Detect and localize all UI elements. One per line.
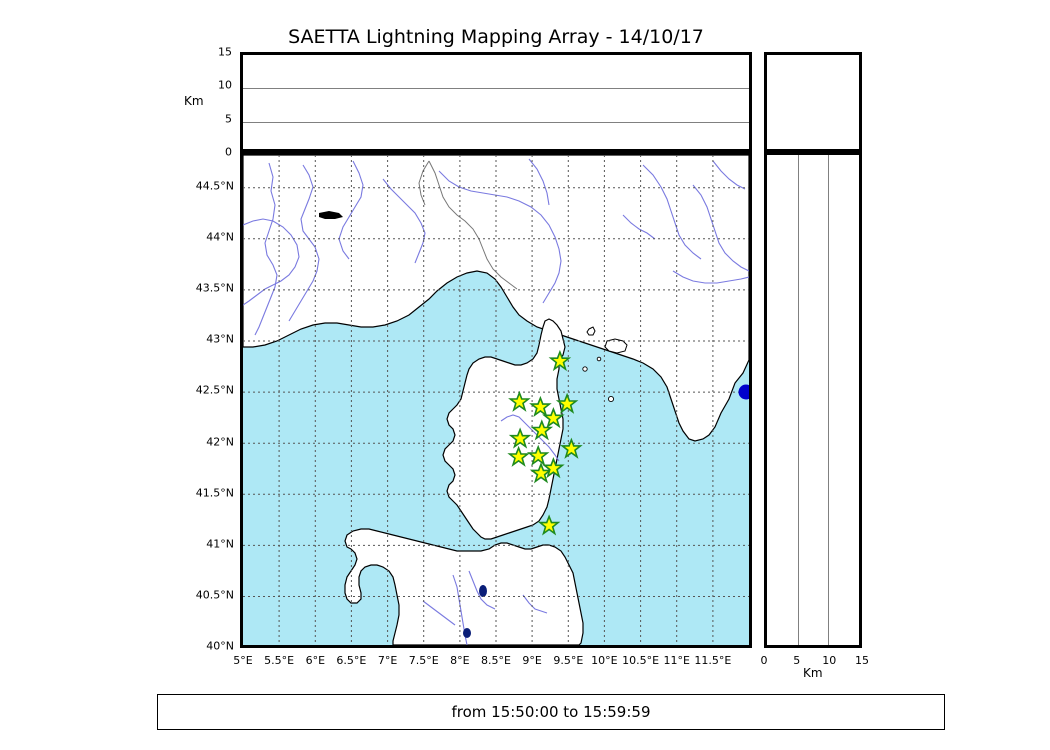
tick-lat-44.5: 44.5°N (195, 179, 234, 193)
river-arno (642, 164, 702, 260)
gridline-10km (243, 88, 749, 90)
river-branch-2 (672, 270, 749, 284)
time-range-box: from 15:50:00 to 15:59:59 (157, 694, 945, 730)
gridline-5km-vertical (797, 155, 799, 645)
tick-lon-11.5: 11.5°E (694, 654, 732, 667)
tick-lon-8.5: 8.5°E (481, 654, 511, 667)
tick-lat-43.5: 43.5°N (195, 281, 234, 295)
lake-sardinia-1 (479, 585, 487, 597)
altitude-longitude-panel (240, 52, 752, 152)
tick-right-5: 5 (793, 654, 801, 667)
tick-lat-44: 44°N (206, 230, 234, 244)
river-adige (528, 158, 550, 206)
tick-top-0: 0 (225, 145, 232, 159)
tick-lon-6: 6°E (305, 654, 326, 667)
river-sardinia-branch (468, 570, 496, 610)
capraia-island (586, 326, 596, 336)
tick-lon-8: 8°E (450, 654, 470, 667)
river-branch-1 (712, 160, 746, 190)
map-gridlines (243, 155, 749, 645)
top-panel-axis-label: Km (184, 94, 204, 108)
river-sardinia-west (422, 600, 456, 626)
tick-lat-42: 42°N (206, 435, 234, 448)
tick-top-5: 5 (225, 112, 232, 126)
gridline-5km (243, 121, 749, 123)
corner-panel (764, 52, 862, 152)
tick-lat-40: 40°N (206, 639, 234, 653)
small-island-2 (607, 395, 615, 403)
mainland-europe-landmass (243, 155, 749, 442)
right-panel-axis-label: Km (803, 666, 823, 680)
tick-lon-10: 10°E (591, 654, 618, 667)
river-branch-3 (622, 214, 656, 240)
tick-lon-5.5: 5.5°E (264, 654, 295, 667)
time-range-text: from 15:50:00 to 15:59:59 (451, 703, 651, 721)
map-panel[interactable] (240, 152, 752, 648)
lake-geneva (319, 211, 343, 219)
sardinia-landmass (344, 528, 584, 645)
small-island-1 (582, 366, 588, 372)
border-france-italy (428, 160, 518, 290)
tick-top-15: 15 (218, 45, 232, 59)
tick-right-10: 10 (822, 654, 837, 667)
lake-sardinia-2 (463, 628, 471, 638)
river-garonne (243, 218, 300, 306)
tick-right-0: 0 (760, 654, 768, 667)
tick-top-10: 10 (218, 78, 232, 92)
altitude-latitude-panel (764, 152, 862, 648)
tick-lon-7: 7°E (377, 654, 398, 667)
page-title: SAETTA Lightning Mapping Array - 14/10/1… (288, 26, 704, 48)
rivers-layer (243, 158, 749, 645)
tick-lat-43: 43°N (206, 332, 234, 346)
lakes-layer (319, 211, 487, 638)
source-dot (738, 384, 749, 400)
tick-lon-6.5: 6.5°E (336, 654, 367, 667)
river-corsica-golo (500, 414, 560, 462)
tick-lon-9: 9°E (522, 654, 542, 667)
border-france-switzerland (418, 160, 430, 206)
national-borders-layer (418, 160, 518, 290)
tick-lon-10.5: 10.5°E (622, 654, 660, 667)
small-island-3 (596, 356, 602, 362)
tick-lat-41.5: 41.5°N (195, 486, 234, 500)
tick-lon-11: 11°E (663, 654, 690, 667)
river-po (438, 170, 562, 304)
river-rhone (254, 162, 278, 336)
tick-right-15: 15 (855, 654, 869, 667)
river-tiber (692, 184, 749, 272)
corsica-landmass (442, 318, 566, 540)
river-sardinia-flumendosa (522, 594, 548, 614)
tick-lat-41: 41°N (206, 537, 234, 551)
gridline-10km-vertical (828, 155, 830, 645)
river-saone (288, 164, 320, 322)
river-loire (338, 160, 364, 260)
tick-lon-5: 5°E (233, 654, 253, 667)
tick-lat-42.5: 42.5°N (195, 383, 234, 397)
elba-island (604, 338, 628, 354)
tick-lon-9.5: 9.5°E (553, 654, 584, 667)
river-durance (382, 178, 426, 264)
tick-lon-7.5: 7.5°E (408, 654, 439, 667)
tick-lat-40.5: 40.5°N (195, 588, 234, 602)
